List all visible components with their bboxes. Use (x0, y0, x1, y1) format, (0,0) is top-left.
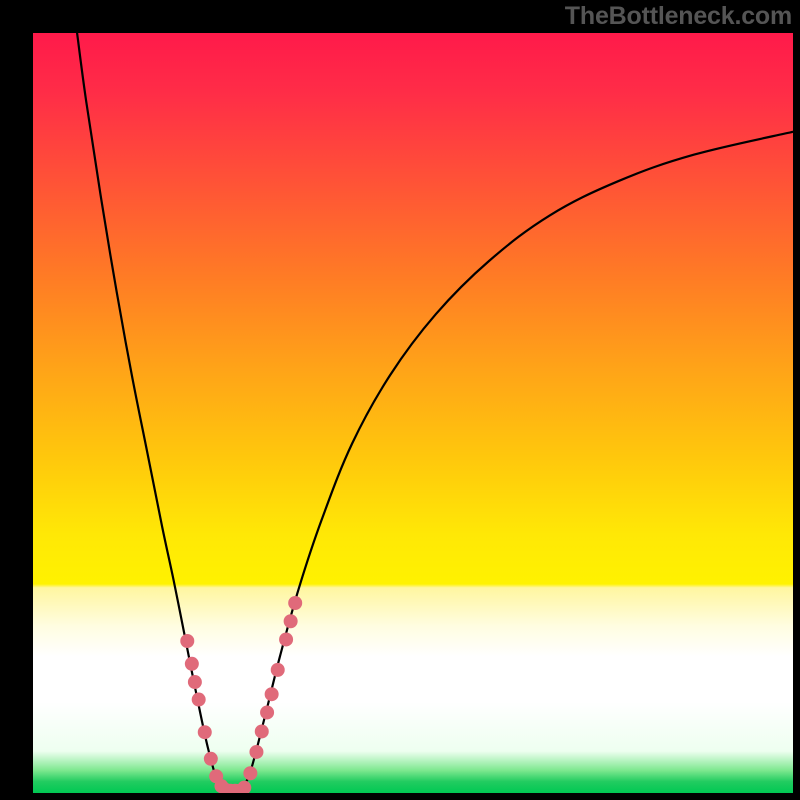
chart-background (33, 33, 793, 793)
watermark-text: TheBottleneck.com (565, 2, 792, 31)
data-marker (288, 596, 302, 610)
chart-frame: TheBottleneck.com (0, 0, 800, 800)
data-marker (255, 724, 269, 738)
chart-svg (33, 33, 793, 793)
data-marker (204, 752, 218, 766)
data-marker (279, 632, 293, 646)
data-marker (260, 705, 274, 719)
data-marker (198, 725, 212, 739)
data-marker (192, 693, 206, 707)
data-marker (265, 687, 279, 701)
data-marker (180, 634, 194, 648)
data-marker (185, 657, 199, 671)
chart-area (33, 33, 793, 793)
data-marker (243, 766, 257, 780)
data-marker (284, 614, 298, 628)
data-marker (188, 675, 202, 689)
data-marker (249, 745, 263, 759)
data-marker (271, 663, 285, 677)
